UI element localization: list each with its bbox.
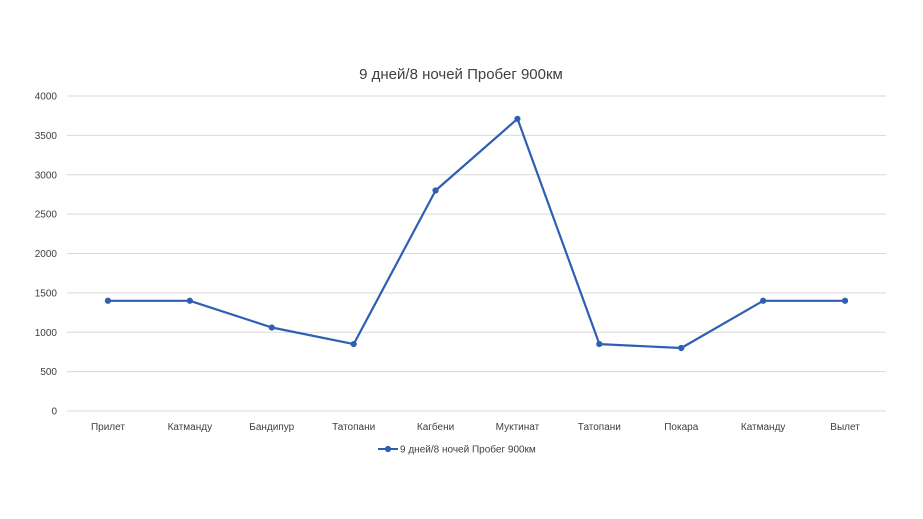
data-point (186, 297, 193, 304)
data-point (514, 115, 521, 122)
series-line (108, 117, 846, 350)
y-tick-label: 2000 (35, 249, 58, 260)
x-tick-label: Катманду (168, 422, 213, 433)
x-axis-ticks: Прилет Катманду Бандипур Татопани Кагбени Мук… (91, 421, 860, 433)
data-point (350, 340, 357, 348)
data-point (760, 297, 767, 304)
chart-title: 9 дней/8 ночей Пробег 900км (359, 66, 563, 83)
legend: 9 дней/8 ночей Пробег 900км (378, 444, 536, 456)
y-axis-ticks: 0 500 1000 1500 2000 2500 3000 3500 4000 (35, 92, 58, 418)
x-tick-label: Татопани (332, 422, 375, 433)
legend-point-marker (384, 445, 392, 453)
y-tick-label: 2500 (35, 210, 58, 221)
x-tick-label: Муктинат (496, 422, 540, 433)
y-tick-label: 1500 (35, 288, 58, 299)
x-tick-label: Покара (664, 422, 698, 433)
data-point (268, 324, 275, 331)
data-point (596, 340, 603, 348)
y-tick-label: 4000 (35, 92, 58, 103)
y-tick-label: 500 (40, 367, 57, 378)
series-lines (104, 115, 849, 352)
x-tick-label: Бандипур (249, 422, 294, 433)
y-tick-label: 3000 (35, 170, 58, 181)
y-tick-label: 0 (51, 407, 57, 418)
data-point (678, 344, 685, 352)
x-tick-label: Катманду (741, 422, 786, 433)
y-tick-label: 3500 (35, 131, 58, 142)
data-point (841, 297, 849, 304)
x-tick-label: Кагбени (417, 421, 454, 433)
x-tick-label: Вылет (830, 422, 860, 433)
legend-label: 9 дней/8 ночей Пробег 900км (400, 444, 536, 456)
x-tick-label: Прилет (91, 422, 125, 433)
x-tick-label: Татопани (578, 422, 621, 433)
data-point (432, 187, 439, 194)
data-point (104, 297, 112, 304)
gridlines (67, 95, 886, 412)
y-tick-label: 1000 (35, 328, 58, 339)
